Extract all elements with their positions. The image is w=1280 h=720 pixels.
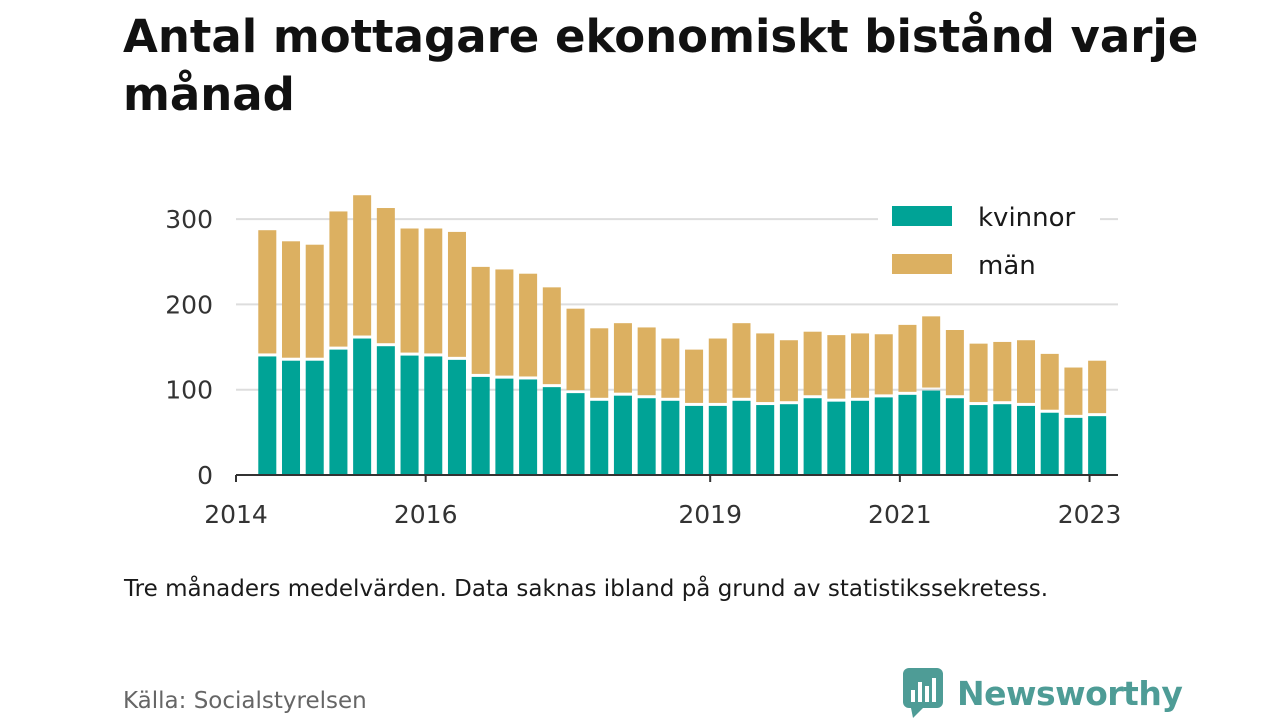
bar-kvinnor [1040, 412, 1059, 475]
y-tick-label: 100 [165, 376, 213, 405]
bar-kvinnor [779, 404, 798, 475]
bar-kvinnor [969, 405, 988, 475]
bar-kvinnor [353, 338, 372, 475]
bar-man [613, 323, 632, 393]
bar-man [898, 324, 917, 392]
bar-man [779, 340, 798, 402]
bar-man [1016, 340, 1036, 403]
bar-man [732, 323, 751, 398]
bar-kvinnor [376, 346, 395, 475]
bar-kvinnor [495, 378, 514, 475]
bar-kvinnor [993, 404, 1012, 475]
bar-kvinnor [1088, 416, 1107, 475]
bar-man [424, 228, 443, 354]
bar-kvinnor [827, 401, 846, 475]
bar-kvinnor [685, 405, 704, 475]
bar-man [803, 331, 822, 396]
bar-man [519, 273, 538, 377]
bar-man [1040, 353, 1059, 410]
bar-man [661, 338, 680, 398]
bar-kvinnor [1064, 417, 1083, 475]
bar-man [281, 241, 301, 358]
source-credit: Källa: Socialstyrelsen [123, 688, 367, 714]
bar-man [353, 195, 372, 336]
newsworthy-bar-icon [903, 668, 943, 718]
bar-man [566, 308, 585, 391]
bar-man [1064, 367, 1083, 415]
bar-man [258, 230, 277, 354]
x-tick-label: 2021 [868, 500, 932, 529]
bar-kvinnor [305, 360, 324, 475]
bar-man [590, 328, 609, 398]
bar-kvinnor [732, 400, 751, 475]
bar-kvinnor [1016, 405, 1036, 475]
bar-man [685, 349, 704, 403]
bar-man [542, 287, 561, 385]
bar-kvinnor [708, 405, 727, 475]
x-tick-label: 2014 [204, 500, 268, 529]
bar-kvinnor [898, 394, 917, 475]
bar-man [922, 316, 941, 388]
newsworthy-logo: Newsworthy [903, 668, 1183, 718]
bar-kvinnor [447, 359, 466, 475]
bar-kvinnor [329, 349, 348, 475]
legend-label-man: män [978, 251, 1036, 281]
bar-kvinnor [613, 395, 632, 475]
bar-man [376, 208, 395, 344]
bar-man [400, 228, 419, 353]
x-tick-label: 2023 [1058, 500, 1122, 529]
legend: kvinnor män [878, 197, 1100, 291]
bar-man [495, 269, 514, 376]
bar-man [329, 211, 348, 347]
bar-man [969, 343, 988, 403]
bar-kvinnor [258, 356, 277, 475]
bar-kvinnor [637, 398, 656, 475]
bar-kvinnor [471, 376, 490, 475]
bar-man [993, 341, 1012, 402]
bar-kvinnor [424, 356, 443, 475]
y-tick-label: 200 [165, 290, 213, 319]
bar-man [827, 335, 846, 399]
bar-kvinnor [281, 360, 301, 475]
chart-title: Antal mottagare ekonomiskt bistånd varje… [123, 10, 1199, 121]
legend-label-kvinnor: kvinnor [978, 203, 1076, 233]
bar-man [945, 330, 964, 396]
y-tick-label: 300 [165, 205, 213, 234]
legend-swatch-man [892, 254, 952, 274]
bar-kvinnor [851, 400, 870, 475]
bar-kvinnor [874, 397, 893, 475]
axis-layer: 0 100 200 300 2014 2016 2019 2021 2023 [165, 205, 1121, 529]
bar-kvinnor [400, 355, 419, 475]
bar-kvinnor [519, 379, 538, 475]
bar-man [447, 231, 466, 357]
bar-kvinnor [542, 387, 561, 475]
bar-man [305, 244, 324, 358]
bar-kvinnor [945, 398, 964, 475]
brand-name: Newsworthy [957, 673, 1183, 713]
bar-man [1088, 360, 1107, 414]
bar-kvinnor [803, 398, 822, 475]
legend-swatch-kvinnor [892, 206, 952, 226]
bar-kvinnor [922, 390, 941, 475]
x-tick-label: 2019 [678, 500, 742, 529]
bars-layer [258, 195, 1107, 475]
bar-kvinnor [756, 405, 775, 475]
bar-man [756, 333, 775, 403]
bar-man [708, 338, 727, 403]
x-tick-label: 2016 [394, 500, 458, 529]
bar-man [471, 266, 490, 374]
chart-footnote: Tre månaders medelvärden. Data saknas ib… [124, 576, 1049, 602]
bar-kvinnor [661, 400, 680, 475]
bar-man [874, 334, 893, 395]
bar-man [851, 333, 870, 398]
bar-man [637, 327, 656, 396]
y-tick-label: 0 [197, 461, 213, 490]
bar-kvinnor [566, 393, 585, 475]
bar-kvinnor [590, 400, 609, 475]
